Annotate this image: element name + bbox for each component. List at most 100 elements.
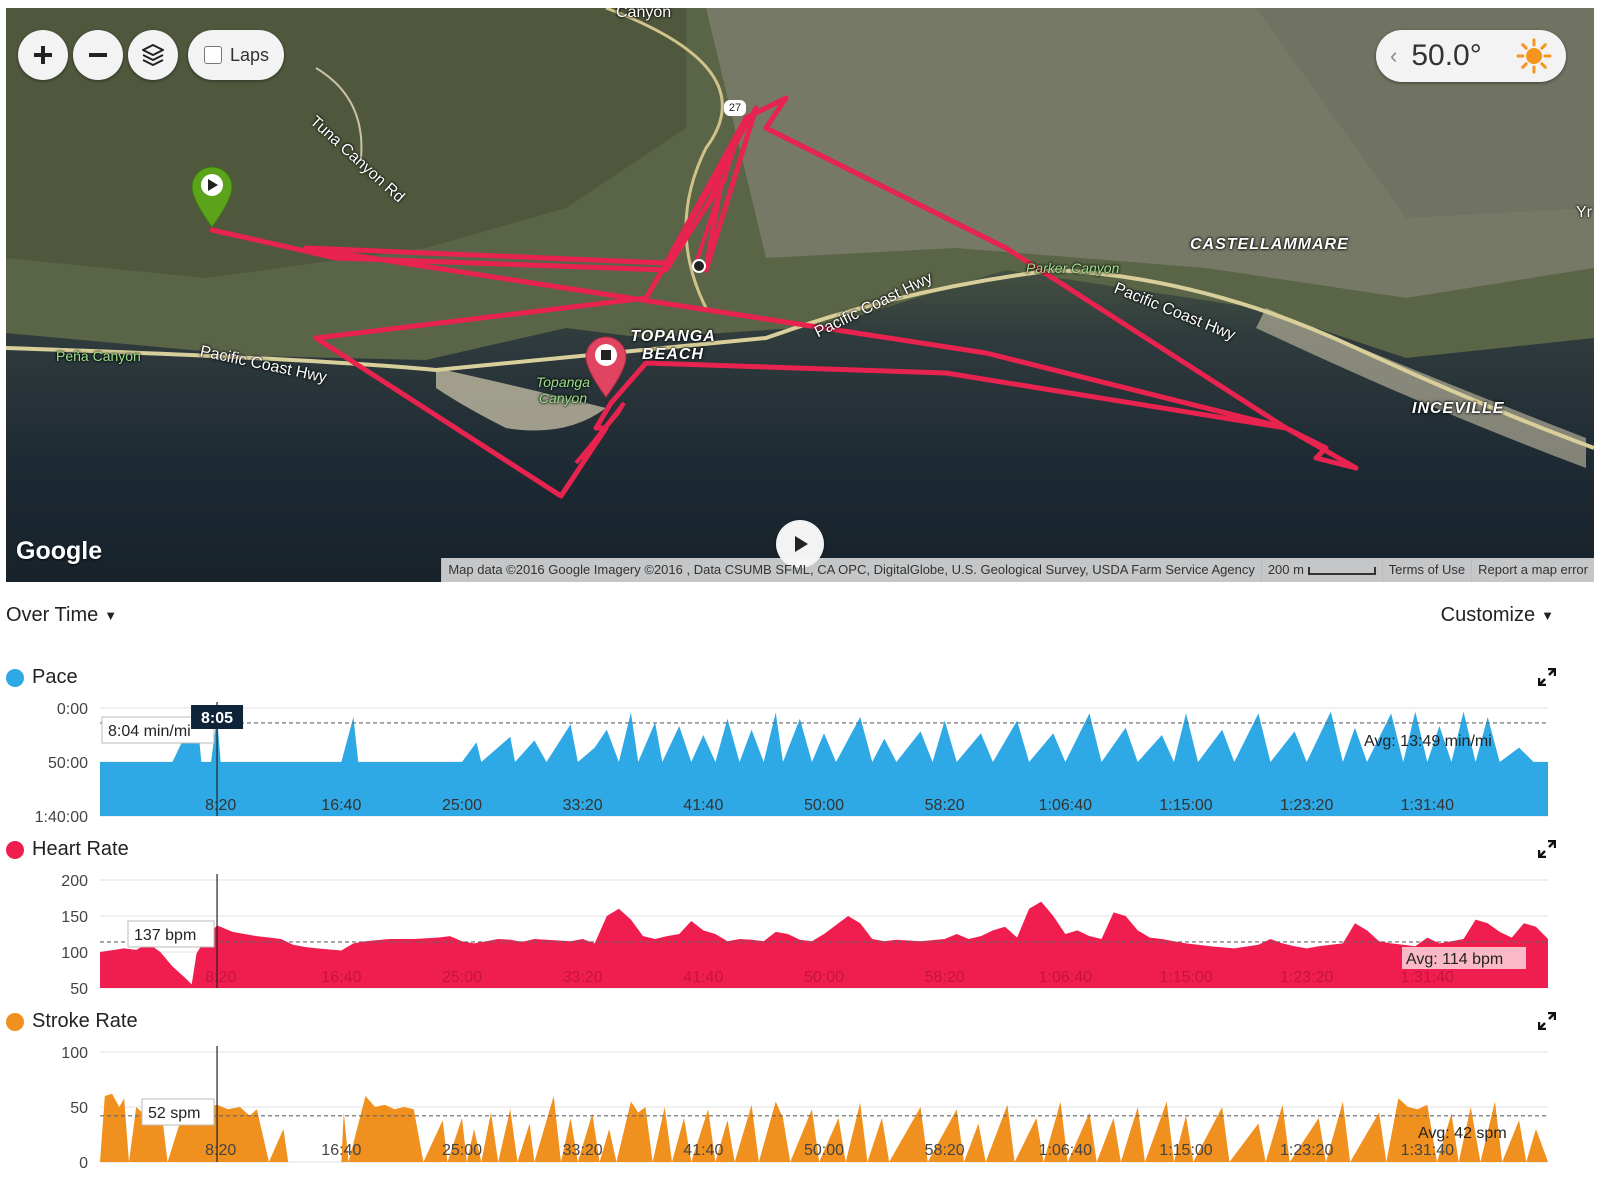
stroke_rate-series-area [100, 1093, 1548, 1162]
x-tick-label: 8:20 [205, 797, 236, 814]
x-tick-label: 16:40 [321, 797, 361, 814]
caret-down-icon: ▼ [1541, 608, 1554, 624]
x-tick-label: 8:20 [205, 1142, 236, 1159]
y-tick-label: 100 [61, 1045, 88, 1062]
x-tick-label: 50:00 [804, 797, 844, 814]
stroke_rate-tooltip-box [141, 1098, 215, 1126]
pace-title: Pace [6, 666, 78, 689]
stroke-rate-chart[interactable]: 100 50 0 8:20 16:40 25:00 33:20 41:40 50:00 58:20… [0, 1044, 1600, 1198]
x-tick-label: 25:00 [442, 969, 482, 986]
y-tick-label: 100 [61, 945, 88, 962]
x-tick-label: 16:40 [321, 1142, 361, 1159]
cursor-time-badge [191, 705, 244, 729]
stroke-rate-legend-dot [6, 1012, 24, 1031]
stroke-rate-title: Stroke Rate [6, 1010, 138, 1033]
map-label-edge: Yr [1576, 204, 1592, 221]
heart-rate-legend-dot [6, 840, 24, 859]
heart-rate-chart[interactable]: 200 150 100 50 8:20 16:40 25:00 33:20 41:40 50:00… [0, 872, 1600, 1002]
activity-map[interactable]: Canyon Tuna Canyon Rd 27 Peña Canyon Pac… [6, 8, 1594, 582]
x-tick-label: 1:15:00 [1159, 797, 1212, 814]
y-tick-label: 150 [61, 909, 88, 926]
x-tick-label: 58:20 [925, 969, 965, 986]
scale-label: 200 m [1267, 562, 1304, 577]
x-tick-label: 1:23:20 [1280, 797, 1333, 814]
x-tick-label: 1:31:40 [1401, 969, 1454, 986]
x-tick-label: 1:06:40 [1039, 969, 1092, 986]
layers-icon [142, 44, 164, 66]
finish-pin-icon[interactable] [582, 333, 630, 399]
stroke_rate-tooltip-value: 52 spm [148, 1105, 200, 1122]
x-tick-label: 1:06:40 [1039, 797, 1092, 814]
heart_rate-tooltip-value: 137 bpm [134, 927, 196, 944]
stroke_rate-average-label: Avg: 42 spm [1418, 1125, 1507, 1142]
x-tick-label: 1:31:40 [1401, 1142, 1454, 1159]
report-map-error-link[interactable]: Report a map error [1471, 558, 1594, 582]
chevron-left-icon[interactable]: ‹ [1390, 43, 1398, 68]
pace-svg: 0:00 50:00 1:40:00 8:20 16:40 25:00 33:20 41:40… [35, 701, 1548, 826]
x-tick-label: 41:40 [683, 797, 723, 814]
x-tick-label: 41:40 [683, 1142, 723, 1159]
pace-series-area [100, 711, 1548, 816]
pace-title-label: Pace [32, 666, 78, 688]
view-mode-label: Over Time [6, 604, 99, 626]
x-tick-label: 33:20 [563, 969, 603, 986]
play-icon [795, 536, 808, 552]
map-attribution: Map data ©2016 Google Imagery ©2016 , Da… [441, 558, 1594, 582]
x-tick-label: 58:20 [925, 1142, 965, 1159]
map-label-canyon: Canyon [616, 8, 672, 21]
heart_rate-svg: 200 150 100 50 8:20 16:40 25:00 33:20 41:40 50:00… [61, 873, 1548, 998]
view-mode-dropdown[interactable]: Over Time ▼ [6, 604, 117, 627]
map-label-topanga-canyon: Topanga Canyon [536, 374, 590, 406]
map-label-inceville: INCEVILLE [1412, 400, 1505, 417]
heart_rate-tooltip-box [127, 920, 215, 948]
plus-icon [34, 46, 52, 64]
y-tick-label: 0:00 [57, 701, 88, 718]
map-label-castellammare: CASTELLAMMARE [1190, 236, 1349, 253]
heart-rate-title-label: Heart Rate [32, 838, 129, 860]
map-data-attribution: Map data ©2016 Google Imagery ©2016 , Da… [441, 558, 1261, 582]
heart_rate-average-label-bg [1402, 947, 1526, 969]
x-tick-label: 8:20 [205, 969, 236, 986]
x-tick-label: 1:06:40 [1039, 1142, 1092, 1159]
customize-dropdown[interactable]: Customize ▼ [1441, 604, 1554, 627]
heart-rate-title: Heart Rate [6, 838, 129, 861]
stroke-rate-title-label: Stroke Rate [32, 1010, 138, 1032]
x-tick-label: 1:15:00 [1159, 1142, 1212, 1159]
scale-bar [1307, 566, 1376, 575]
y-tick-label: 0 [79, 1155, 88, 1172]
y-tick-label: 50 [70, 1100, 88, 1117]
x-tick-label: 1:15:00 [1159, 969, 1212, 986]
route-27-shield: 27 [724, 100, 746, 116]
temperature-value: 50.0° [1411, 39, 1482, 72]
weather-widget[interactable]: ‹ 50.0° [1376, 30, 1566, 82]
map-imagery [6, 8, 1594, 499]
start-pin-icon[interactable] [188, 163, 236, 229]
x-tick-label: 50:00 [804, 1142, 844, 1159]
expand-icon[interactable] [1538, 1012, 1556, 1030]
laps-checkbox[interactable] [204, 46, 222, 64]
stroke_rate-svg: 100 50 0 8:20 16:40 25:00 33:20 41:40 50:00 58:20… [61, 1045, 1548, 1172]
caret-down-icon: ▼ [104, 608, 118, 624]
sun-icon [1516, 38, 1552, 74]
map-label-topanga-beach: TOPANGA BEACH [630, 328, 716, 363]
laps-toggle[interactable]: Laps [188, 30, 284, 80]
cursor-time-label: 8:05 [201, 710, 233, 727]
y-tick-label: 50:00 [48, 755, 88, 772]
heart_rate-series-area [100, 901, 1548, 988]
map-layers-button[interactable] [128, 30, 178, 80]
x-tick-label: 33:20 [563, 1142, 603, 1159]
y-tick-label: 1:40:00 [35, 809, 88, 826]
zoom-in-button[interactable] [18, 30, 68, 80]
map-label-parker-canyon: Parker Canyon [1026, 260, 1120, 276]
x-tick-label: 50:00 [804, 969, 844, 986]
zoom-out-button[interactable] [73, 30, 123, 80]
expand-icon[interactable] [1538, 668, 1556, 686]
x-tick-label: 25:00 [442, 797, 482, 814]
expand-icon[interactable] [1538, 840, 1556, 858]
x-tick-label: 1:23:20 [1280, 969, 1333, 986]
google-logo: Google [16, 537, 103, 565]
heart_rate-average-label: Avg: 114 bpm [1406, 951, 1503, 968]
terms-link[interactable]: Terms of Use [1381, 558, 1472, 582]
map-scale: 200 m [1260, 558, 1382, 582]
pace-chart[interactable]: 0:00 50:00 1:40:00 8:20 16:40 25:00 33:20 41:40… [0, 700, 1600, 830]
